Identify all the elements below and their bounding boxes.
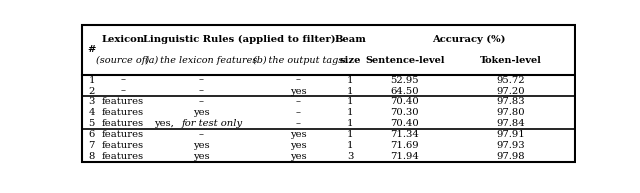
Text: –: – — [296, 108, 301, 117]
Text: –: – — [199, 86, 204, 96]
Text: 70.30: 70.30 — [390, 108, 419, 117]
Text: yes: yes — [193, 141, 210, 150]
Text: 64.50: 64.50 — [390, 86, 419, 96]
Text: 2: 2 — [88, 86, 95, 96]
Text: 52.95: 52.95 — [390, 76, 419, 85]
Text: yes: yes — [290, 152, 307, 161]
Text: 97.80: 97.80 — [497, 108, 525, 117]
Text: 71.69: 71.69 — [390, 141, 419, 150]
Text: 5: 5 — [88, 119, 95, 128]
Text: –: – — [199, 97, 204, 107]
Text: 1: 1 — [88, 76, 95, 85]
Text: 97.98: 97.98 — [497, 152, 525, 161]
Text: –: – — [199, 130, 204, 139]
Text: Sentence-level: Sentence-level — [365, 56, 445, 65]
Text: 97.20: 97.20 — [497, 86, 525, 96]
Text: –: – — [199, 76, 204, 85]
Text: (b) the output tags: (b) the output tags — [253, 56, 344, 65]
Text: 1: 1 — [347, 130, 353, 139]
Text: for test only: for test only — [181, 119, 243, 128]
Text: (a) the lexicon features: (a) the lexicon features — [145, 56, 258, 65]
Text: size: size — [340, 56, 361, 65]
Text: 1: 1 — [347, 86, 353, 96]
Text: 1: 1 — [347, 76, 353, 85]
Text: 1: 1 — [347, 108, 353, 117]
Text: features: features — [102, 108, 144, 117]
Text: –: – — [296, 97, 301, 107]
Text: features: features — [102, 152, 144, 161]
Text: 1: 1 — [347, 119, 353, 128]
Text: yes: yes — [193, 108, 210, 117]
Text: –: – — [296, 119, 301, 128]
Text: #: # — [88, 46, 96, 54]
Text: Beam: Beam — [334, 35, 366, 44]
Text: 8: 8 — [88, 152, 95, 161]
Text: Linguistic Rules (applied to filter):: Linguistic Rules (applied to filter): — [143, 35, 339, 44]
Text: features: features — [102, 141, 144, 150]
Text: Token-level: Token-level — [480, 56, 542, 65]
Text: –: – — [120, 86, 125, 96]
Text: features: features — [102, 119, 144, 128]
Text: features: features — [102, 130, 144, 139]
Text: 97.93: 97.93 — [497, 141, 525, 150]
Text: 3: 3 — [347, 152, 353, 161]
Text: 95.72: 95.72 — [497, 76, 525, 85]
Text: (source of): (source of) — [96, 56, 149, 65]
Text: yes: yes — [193, 152, 210, 161]
Text: yes,: yes, — [154, 119, 176, 128]
Text: 97.84: 97.84 — [497, 119, 525, 128]
Text: 70.40: 70.40 — [390, 119, 419, 128]
Text: 97.91: 97.91 — [497, 130, 525, 139]
Text: yes: yes — [290, 86, 307, 96]
Text: –: – — [120, 76, 125, 85]
Text: 3: 3 — [88, 97, 95, 107]
Text: features: features — [102, 97, 144, 107]
Text: 71.34: 71.34 — [390, 130, 419, 139]
Text: Lexicon: Lexicon — [101, 35, 144, 44]
Text: 1: 1 — [347, 141, 353, 150]
Text: yes: yes — [290, 141, 307, 150]
Text: 71.94: 71.94 — [390, 152, 419, 161]
Text: 6: 6 — [88, 130, 95, 139]
Text: 70.40: 70.40 — [390, 97, 419, 107]
Text: yes: yes — [290, 130, 307, 139]
Text: 7: 7 — [88, 141, 95, 150]
Text: 1: 1 — [347, 97, 353, 107]
Text: –: – — [296, 76, 301, 85]
Text: 97.83: 97.83 — [497, 97, 525, 107]
Text: 4: 4 — [88, 108, 95, 117]
Text: Accuracy (%): Accuracy (%) — [432, 35, 506, 44]
